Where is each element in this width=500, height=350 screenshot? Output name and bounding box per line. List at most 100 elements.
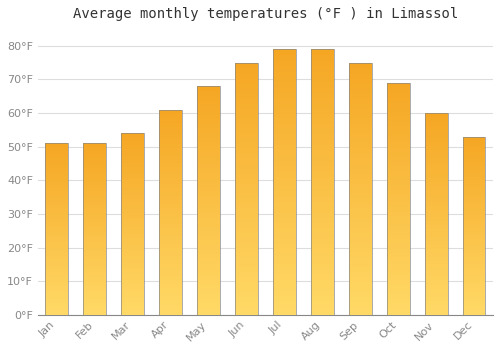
Bar [84,265,106,266]
Bar [235,283,258,285]
Bar [235,214,258,215]
Bar [122,283,144,284]
Bar [122,243,144,244]
Bar [387,151,409,152]
Bar [46,180,68,181]
Bar [159,257,182,258]
Bar [349,258,372,259]
Bar [349,182,372,184]
Bar [46,261,68,262]
Bar [387,287,409,288]
Bar [197,274,220,275]
Bar [273,308,296,309]
Bar [462,207,485,208]
Bar [349,293,372,295]
Bar [235,175,258,176]
Bar [235,270,258,271]
Bar [122,203,144,204]
Bar [159,288,182,289]
Bar [197,157,220,158]
Bar [425,250,448,251]
Bar [425,174,448,175]
Bar [159,256,182,257]
Bar [84,206,106,207]
Bar [462,301,485,302]
Bar [84,298,106,299]
Bar [46,220,68,221]
Bar [311,204,334,206]
Bar [273,260,296,262]
Bar [46,306,68,307]
Bar [235,243,258,244]
Bar [273,113,296,114]
Bar [235,218,258,219]
Bar [84,264,106,265]
Bar [349,66,372,68]
Bar [197,130,220,131]
Bar [387,265,409,266]
Bar [46,275,68,276]
Bar [273,240,296,242]
Bar [387,193,409,194]
Bar [462,308,485,309]
Bar [349,64,372,65]
Bar [84,209,106,210]
Bar [46,267,68,268]
Bar [159,181,182,182]
Bar [122,308,144,309]
Bar [425,247,448,248]
Bar [197,183,220,184]
Bar [273,155,296,157]
Bar [235,71,258,73]
Bar [273,262,296,263]
Bar [197,120,220,122]
Bar [273,193,296,194]
Bar [387,166,409,168]
Bar [235,223,258,224]
Bar [462,177,485,178]
Bar [235,178,258,180]
Bar [84,184,106,186]
Bar [425,223,448,224]
Bar [197,304,220,306]
Bar [159,152,182,153]
Bar [387,148,409,149]
Bar [349,234,372,235]
Bar [46,146,68,147]
Bar [273,282,296,283]
Bar [159,214,182,215]
Bar [387,122,409,124]
Bar [46,250,68,251]
Bar [159,250,182,251]
Bar [387,228,409,229]
Bar [273,58,296,60]
Bar [273,311,296,312]
Bar [387,237,409,238]
Bar [122,301,144,302]
Bar [462,258,485,259]
Bar [235,89,258,90]
Bar [273,57,296,58]
Bar [387,224,409,225]
Bar [46,190,68,191]
Bar [197,240,220,241]
Bar [46,294,68,295]
Bar [46,164,68,165]
Bar [349,266,372,267]
Bar [235,172,258,174]
Bar [387,86,409,88]
Bar [387,135,409,136]
Bar [122,270,144,271]
Bar [46,238,68,239]
Bar [235,206,258,208]
Bar [349,65,372,66]
Bar [84,286,106,287]
Bar [425,253,448,254]
Bar [462,311,485,312]
Bar [425,178,448,180]
Bar [159,232,182,233]
Bar [273,142,296,144]
Bar [235,282,258,283]
Bar [425,251,448,252]
Bar [197,175,220,176]
